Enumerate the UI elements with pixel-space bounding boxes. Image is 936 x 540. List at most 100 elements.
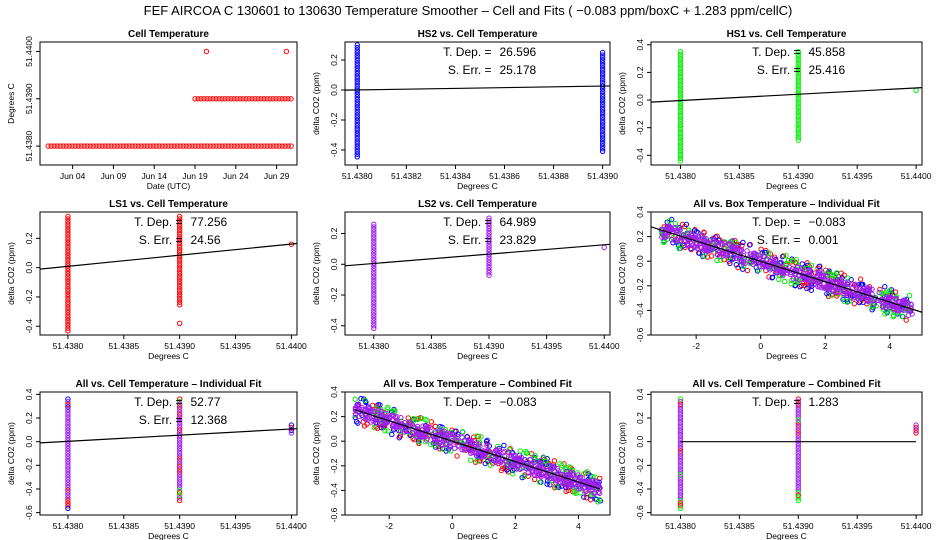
y-tick-label: -0.6 bbox=[635, 327, 645, 342]
data-point bbox=[354, 52, 360, 59]
data-point bbox=[486, 236, 492, 242]
data-point bbox=[720, 253, 727, 259]
data-point bbox=[685, 227, 692, 233]
data-point bbox=[225, 96, 231, 102]
panel-title: HS2 vs. Cell Temperature bbox=[418, 29, 538, 40]
x-tick-label: 51.4380 bbox=[53, 521, 84, 531]
y-tick-label: 0.2 bbox=[329, 410, 339, 422]
data-point bbox=[795, 487, 801, 493]
data-point bbox=[198, 96, 204, 102]
data-point bbox=[270, 96, 276, 102]
data-point bbox=[783, 252, 789, 259]
data-point bbox=[176, 487, 183, 493]
data-point bbox=[65, 487, 71, 493]
data-point bbox=[795, 476, 801, 483]
data-point bbox=[878, 290, 884, 296]
data-point bbox=[850, 295, 857, 301]
data-point bbox=[234, 96, 240, 102]
data-point bbox=[204, 143, 210, 149]
data-point bbox=[243, 96, 249, 102]
data-point bbox=[176, 458, 183, 465]
data-point bbox=[906, 292, 913, 299]
x-axis-label: Date (UTC) bbox=[147, 181, 191, 191]
data-point bbox=[219, 96, 225, 102]
data-point bbox=[371, 325, 377, 331]
data-point bbox=[795, 396, 801, 402]
data-point bbox=[489, 454, 495, 461]
data-point bbox=[599, 140, 606, 147]
data-point bbox=[427, 441, 434, 448]
data-point bbox=[354, 109, 360, 116]
data-point bbox=[176, 404, 183, 410]
data-point bbox=[176, 221, 183, 227]
data-point bbox=[222, 143, 228, 149]
data-point bbox=[677, 450, 684, 457]
data-point bbox=[371, 276, 377, 282]
data-point bbox=[764, 256, 770, 262]
data-point bbox=[677, 461, 684, 467]
y-tick-label: 0.0 bbox=[635, 435, 645, 447]
data-point bbox=[599, 130, 606, 136]
x-tick-label: 51.4395 bbox=[842, 521, 873, 531]
annotation-label: S. Err. = bbox=[757, 233, 801, 247]
data-point bbox=[795, 95, 801, 102]
data-point bbox=[659, 234, 665, 240]
data-point bbox=[354, 112, 360, 118]
data-point bbox=[246, 143, 252, 149]
data-point bbox=[207, 96, 213, 102]
data-point bbox=[677, 404, 684, 410]
data-point bbox=[676, 245, 682, 252]
x-tick-label: 51.4400 bbox=[276, 341, 307, 351]
data-point bbox=[486, 267, 492, 273]
data-point bbox=[795, 492, 801, 498]
panel-title: All vs. Cell Temperature – Combined Fit bbox=[692, 379, 881, 390]
data-point bbox=[486, 259, 492, 266]
y-tick-label: 0.0 bbox=[635, 255, 645, 267]
data-point bbox=[795, 437, 801, 444]
data-point bbox=[65, 218, 71, 225]
data-point bbox=[883, 304, 889, 311]
data-point bbox=[683, 221, 690, 228]
data-point bbox=[766, 274, 772, 280]
data-point bbox=[790, 258, 797, 264]
data-point bbox=[371, 294, 377, 300]
x-tick-label: 0 bbox=[758, 341, 763, 351]
data-point bbox=[65, 309, 71, 316]
x-tick-label: 51.4380 bbox=[665, 171, 696, 181]
data-points bbox=[354, 42, 606, 160]
data-point bbox=[806, 280, 812, 287]
data-point bbox=[65, 479, 71, 485]
annotation-value: 64.989 bbox=[500, 215, 537, 229]
data-point bbox=[596, 490, 603, 497]
data-point bbox=[219, 143, 225, 149]
data-point bbox=[65, 414, 71, 420]
data-point bbox=[677, 495, 684, 501]
data-point bbox=[54, 143, 60, 149]
data-point bbox=[452, 445, 458, 452]
data-point bbox=[486, 215, 492, 221]
panel-title: LS1 vs. Cell Temperature bbox=[109, 199, 228, 210]
data-point bbox=[484, 442, 490, 449]
data-point bbox=[69, 143, 75, 149]
data-point bbox=[176, 291, 183, 298]
data-point bbox=[371, 226, 377, 233]
data-point bbox=[354, 42, 360, 48]
x-axis-label: Degrees C bbox=[148, 531, 189, 540]
data-point bbox=[563, 479, 570, 485]
data-point bbox=[225, 143, 231, 149]
data-point bbox=[795, 134, 801, 141]
panel-all-vs-box-combined: All vs. Box Temperature – Combined Fit -2… bbox=[311, 379, 611, 540]
data-point bbox=[371, 278, 377, 285]
data-point bbox=[65, 505, 71, 511]
data-point bbox=[795, 48, 801, 55]
data-point bbox=[81, 143, 87, 149]
data-point bbox=[65, 216, 71, 222]
data-point bbox=[454, 453, 460, 459]
y-tick-label: -0.2 bbox=[24, 458, 34, 473]
data-point bbox=[288, 422, 295, 428]
data-point bbox=[354, 117, 360, 124]
data-point bbox=[797, 277, 803, 283]
data-point bbox=[396, 435, 402, 441]
x-axis-label: Degrees C bbox=[148, 351, 189, 361]
y-tick-label: -0.2 bbox=[635, 278, 645, 293]
